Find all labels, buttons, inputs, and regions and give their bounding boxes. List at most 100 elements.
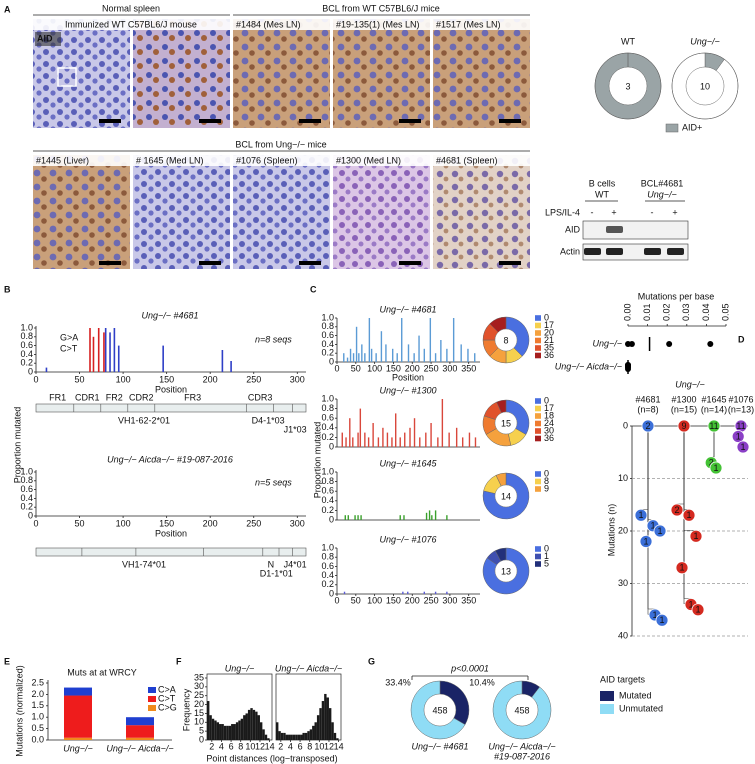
- plot-title: Ung−/− #4681: [141, 310, 198, 320]
- segment-label: CDR3: [248, 392, 273, 402]
- legend-swatch: [535, 471, 541, 477]
- histogram-bar: [247, 709, 251, 740]
- donut-slice: [410, 680, 466, 740]
- y-tick-label: 1.0: [20, 466, 33, 476]
- column-n: (n=8): [637, 404, 658, 414]
- histogram-bar: [245, 713, 248, 740]
- micrograph: [233, 19, 330, 128]
- mutation-bar: [429, 318, 432, 362]
- histogram-bar: [295, 734, 298, 740]
- x-tick-label: 300: [442, 363, 457, 373]
- x-tick-label: 300: [442, 595, 457, 605]
- x-tick-label: 150: [159, 518, 174, 528]
- mutation-bar: [357, 432, 359, 447]
- histogram-bar: [207, 701, 210, 740]
- tree-node: [670, 503, 684, 517]
- scale-bar: [99, 261, 121, 265]
- y-tick-label: 0: [329, 356, 334, 366]
- donut-center: 3: [625, 81, 630, 91]
- histogram-bar: [243, 715, 246, 740]
- inset-box: [57, 67, 77, 87]
- histogram-bar: [336, 738, 339, 740]
- y-tick-label: 0.8: [20, 331, 33, 341]
- y-tick-label: 0: [329, 441, 334, 451]
- image-caption: #1076 (Spleen): [236, 155, 298, 165]
- donut-center: 458: [514, 705, 529, 715]
- axis-title: Proportion mutated: [12, 407, 22, 484]
- mutation-bar: [423, 591, 426, 594]
- blot-header: B cells: [589, 178, 616, 188]
- tree-node: [736, 440, 750, 454]
- mutation-bar: [385, 344, 387, 362]
- legend-label: C>G: [158, 702, 177, 712]
- x-tick-label: 250: [246, 518, 261, 528]
- mutation-bar: [446, 515, 448, 520]
- mutation-bar: [468, 432, 471, 447]
- histogram-bar: [324, 693, 327, 740]
- n-label: n=5 seqs: [255, 477, 292, 487]
- histogram-bar: [219, 724, 222, 740]
- mutation-bar: [441, 399, 444, 447]
- mutation-bar: [431, 515, 433, 520]
- mutation-bar: [364, 432, 366, 447]
- y-tick-label: 0.8: [321, 552, 334, 562]
- scale-bar: [499, 119, 521, 123]
- y-tick-label: 0.4: [20, 493, 33, 503]
- column-n: (n=14): [701, 404, 727, 414]
- blot-header: BCL#4681: [641, 178, 684, 188]
- gene-label: J1*03: [284, 424, 307, 434]
- tree-node: [634, 508, 648, 522]
- histogram-bar: [292, 734, 296, 740]
- scale-bar: [199, 261, 221, 265]
- y-tick-label: 0.6: [321, 330, 334, 340]
- mutation-bar: [360, 515, 362, 520]
- y-tick-label: 1.0: [321, 466, 334, 476]
- histogram-bar: [262, 729, 265, 740]
- y-tick-label: 0: [329, 514, 334, 524]
- node-count: 1: [740, 442, 745, 452]
- panel-letter: B: [4, 284, 11, 294]
- column-id: #1300: [671, 394, 696, 404]
- bar-segment: [126, 725, 154, 738]
- histogram-bar: [223, 725, 227, 740]
- donut-caption: Ung−/− Aicda−/−: [488, 741, 555, 751]
- legend-label: 1: [544, 551, 549, 561]
- histogram-bar: [276, 722, 279, 740]
- mutation-bar: [434, 591, 437, 594]
- image-caption: #19-135(1) (Mes LN): [336, 19, 420, 29]
- plot-title: Ung−/− #1645: [379, 458, 437, 468]
- n-label: n=8 seqs: [255, 334, 292, 344]
- mutation-bar: [341, 432, 343, 447]
- histogram-bar: [283, 732, 286, 740]
- mutation-bar: [430, 423, 432, 447]
- histogram-bar: [267, 738, 270, 740]
- lane-label: -: [591, 207, 594, 217]
- y-tick-label: 20: [194, 699, 204, 709]
- legend-label: 9: [544, 483, 549, 493]
- y-tick-label: 15: [194, 708, 204, 718]
- mutation-bar: [402, 591, 404, 594]
- y-tick-label: 40: [618, 630, 628, 640]
- micrograph: [333, 155, 430, 269]
- donut-hole: [494, 328, 518, 352]
- axis-title: Mutations (normalized): [14, 665, 24, 757]
- value-label: 10.4%: [469, 677, 495, 687]
- mutation-bar: [437, 437, 439, 447]
- histogram-bar: [328, 708, 332, 740]
- histogram-bar: [314, 722, 317, 740]
- gene-map: [35, 403, 307, 413]
- panel-letter: F: [176, 656, 182, 666]
- legend-swatch: [600, 691, 614, 701]
- x-tick-label: 100: [367, 363, 382, 373]
- histogram-bar: [285, 734, 289, 740]
- legend-swatch: [535, 428, 541, 434]
- node-count: 1: [650, 521, 655, 531]
- lane-label: +: [672, 207, 677, 217]
- y-tick-label: 0.6: [20, 340, 33, 350]
- mutation-bar: [370, 348, 373, 362]
- node-count: 1: [638, 510, 643, 520]
- y-tick-label: 0.6: [321, 486, 334, 496]
- tree-node: [731, 430, 745, 443]
- x-tick-label: 2: [278, 741, 283, 751]
- legend-swatch: [148, 696, 156, 702]
